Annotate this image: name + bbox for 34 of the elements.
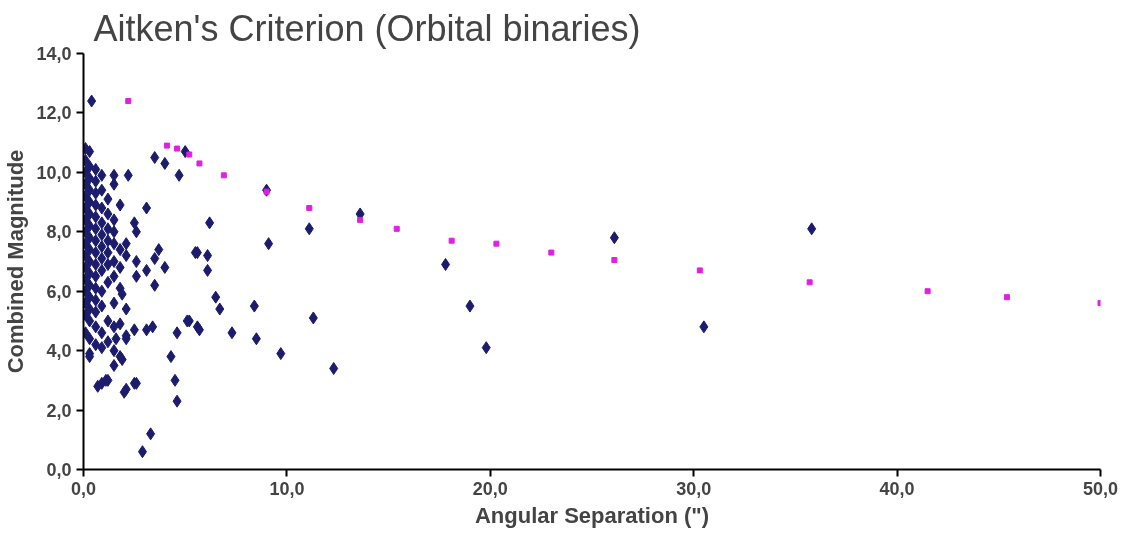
- x-axis-title: Angular Separation ("): [474, 502, 710, 528]
- x-tick-label: 20,0: [472, 478, 508, 499]
- point: [548, 249, 555, 256]
- y-tick-label: 4,0: [46, 341, 72, 362]
- point: [174, 145, 181, 152]
- point: [220, 172, 227, 179]
- point: [357, 216, 364, 223]
- point: [611, 257, 618, 264]
- chart-title: Aitken's Criterion (Orbital binaries): [93, 7, 641, 49]
- point: [806, 279, 813, 286]
- x-tick-label: 10,0: [269, 478, 305, 499]
- point: [493, 240, 500, 247]
- x-tick-label: 50,0: [1082, 478, 1119, 499]
- y-tick-label: 2,0: [46, 400, 72, 421]
- point: [1003, 294, 1010, 301]
- x-tick-label: 30,0: [676, 478, 712, 499]
- y-axis-title: Combined Magnitude: [3, 149, 29, 374]
- x-tick-label: 0,0: [70, 478, 97, 499]
- point: [125, 98, 132, 105]
- point: [196, 160, 203, 167]
- y-tick-label: 14,0: [36, 44, 72, 64]
- point: [448, 237, 455, 244]
- y-tick-label: 10,0: [36, 162, 72, 183]
- y-tick-label: 0,0: [46, 460, 72, 480]
- y-tick-label: 12,0: [36, 103, 72, 124]
- y-tick-label: 8,0: [46, 222, 72, 243]
- point: [696, 267, 703, 274]
- y-tick-label: 6,0: [46, 281, 72, 302]
- point: [186, 151, 193, 158]
- point: [163, 142, 170, 149]
- x-tick-label: 40,0: [879, 478, 915, 499]
- point: [924, 288, 931, 295]
- point: [306, 205, 313, 212]
- point: [393, 225, 400, 232]
